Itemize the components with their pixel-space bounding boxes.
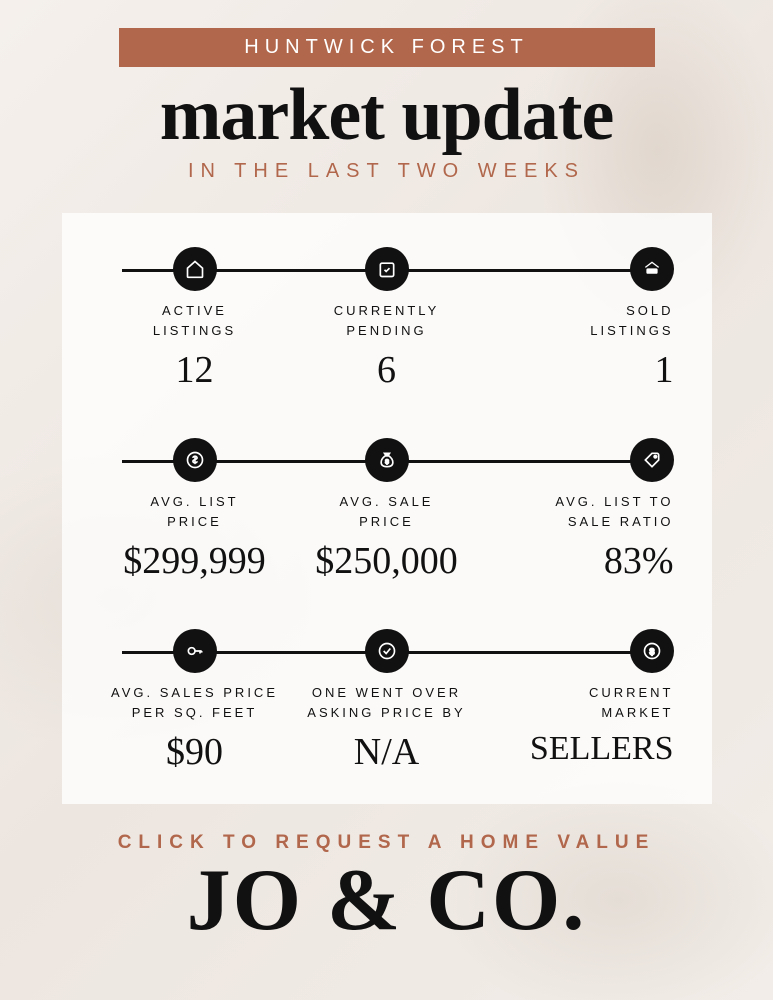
stat-value: N/A bbox=[354, 730, 419, 774]
price-tag-icon bbox=[630, 438, 674, 482]
stat-avg-list-price: AVG. LIST PRICE $299,999 bbox=[100, 438, 290, 583]
stat-label: ONE WENT OVER ASKING PRICE BY bbox=[307, 683, 465, 722]
location-banner: HUNTWICK FOREST bbox=[119, 28, 655, 67]
stat-currently-pending: CURRENTLY PENDING 6 bbox=[292, 247, 482, 392]
stat-value: $299,999 bbox=[123, 539, 266, 583]
stat-label: AVG. LIST PRICE bbox=[150, 492, 238, 531]
stat-value: $90 bbox=[166, 730, 223, 774]
svg-text:SOLD: SOLD bbox=[647, 269, 655, 273]
home-icon bbox=[173, 247, 217, 291]
stat-value: SELLERS bbox=[530, 730, 674, 768]
stat-value: 12 bbox=[176, 348, 214, 392]
svg-text:$: $ bbox=[385, 459, 389, 465]
stat-active-listings: ACTIVE LISTINGS 12 bbox=[100, 247, 290, 392]
page-subtitle: IN THE LAST TWO WEEKS bbox=[188, 160, 585, 183]
stat-label: SOLD LISTINGS bbox=[590, 301, 673, 340]
page-container: HUNTWICK FOREST market update IN THE LAS… bbox=[0, 0, 773, 1000]
stat-avg-sale-price: $ AVG. SALE PRICE $250,000 bbox=[292, 438, 482, 583]
stat-current-market: $ CURRENT MARKET SELLERS bbox=[484, 629, 674, 774]
page-title: market update bbox=[160, 73, 614, 158]
svg-text:$: $ bbox=[649, 646, 654, 656]
check-circle-icon bbox=[365, 629, 409, 673]
stat-over-asking: ONE WENT OVER ASKING PRICE BY N/A bbox=[292, 629, 482, 774]
stats-row-2: AVG. LIST PRICE $299,999 $ AVG. SALE PRI… bbox=[100, 438, 674, 583]
stat-label: AVG. LIST TO SALE RATIO bbox=[555, 492, 673, 531]
dollar-circle-icon bbox=[173, 438, 217, 482]
stat-label: AVG. SALES PRICE PER SQ. FEET bbox=[111, 683, 278, 722]
stat-label: CURRENT MARKET bbox=[589, 683, 674, 722]
stats-row-1: ACTIVE LISTINGS 12 CURRENTLY PENDING 6 S… bbox=[100, 247, 674, 392]
stat-label: CURRENTLY PENDING bbox=[334, 301, 440, 340]
stat-list-to-sale-ratio: AVG. LIST TO SALE RATIO 83% bbox=[484, 438, 674, 583]
sold-sign-icon: SOLD bbox=[630, 247, 674, 291]
key-icon bbox=[173, 629, 217, 673]
brand-logo: JO & CO. bbox=[187, 850, 587, 951]
stats-row-3: AVG. SALES PRICE PER SQ. FEET $90 ONE WE… bbox=[100, 629, 674, 774]
calendar-check-icon bbox=[365, 247, 409, 291]
stat-sold-listings: SOLD SOLD LISTINGS 1 bbox=[484, 247, 674, 392]
stat-value: 6 bbox=[377, 348, 396, 392]
stat-value: $250,000 bbox=[315, 539, 458, 583]
stat-label: ACTIVE LISTINGS bbox=[153, 301, 236, 340]
money-bag-icon: $ bbox=[365, 438, 409, 482]
stat-value: 1 bbox=[655, 348, 674, 392]
dollar-badge-icon: $ bbox=[630, 629, 674, 673]
stats-card: ACTIVE LISTINGS 12 CURRENTLY PENDING 6 S… bbox=[62, 213, 712, 804]
stat-price-per-sqft: AVG. SALES PRICE PER SQ. FEET $90 bbox=[100, 629, 290, 774]
stat-label: AVG. SALE PRICE bbox=[340, 492, 434, 531]
stat-value: 83% bbox=[604, 539, 674, 583]
